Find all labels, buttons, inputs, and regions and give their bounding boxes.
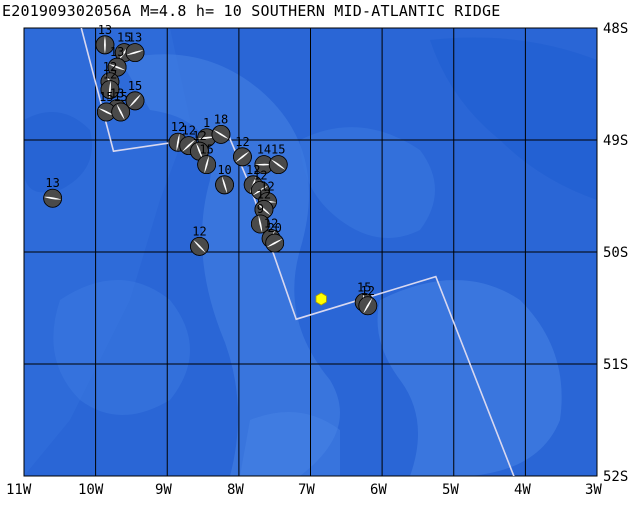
lon-label-6w: 6W [370, 482, 387, 498]
mechanism-depth-label: 13 [98, 23, 112, 37]
focal-mechanism-beachball[interactable]: 20 [263, 221, 287, 255]
lon-label-3w: 3W [585, 482, 602, 498]
focal-mechanism-beachball[interactable]: 12 [187, 224, 212, 259]
focal-mechanism-beachball[interactable]: 13 [42, 176, 63, 208]
mechanism-depth-label: 12 [264, 217, 278, 231]
mechanism-depth-label: 13 [128, 31, 142, 45]
mechanism-depth-label: 12 [253, 168, 267, 182]
focal-mechanism-beachball[interactable]: 10 [213, 163, 235, 196]
mechanism-depth-label: 12 [192, 129, 206, 143]
focal-mechanism-beachball[interactable]: 15 [122, 79, 147, 114]
lat-label-50s: 50S [603, 245, 629, 261]
mechanism-depth-label: 14 [257, 143, 271, 157]
mechanism-depth-label: 15 [271, 143, 285, 157]
lon-label-10w: 10W [78, 482, 104, 498]
mechanism-depth-label: 12 [103, 68, 117, 82]
focal-mechanism-beachball[interactable]: 13 [124, 31, 146, 64]
lat-label-49s: 49S [603, 133, 629, 149]
mechanism-depth-label: 12 [257, 187, 271, 201]
lon-label-4w: 4W [514, 482, 531, 498]
lon-label-7w: 7W [298, 482, 315, 498]
focal-mechanism-beachball[interactable]: 12 [251, 187, 276, 222]
focal-mechanism-beachball[interactable]: 15 [266, 143, 291, 178]
mechanism-depth-label: 13 [45, 176, 59, 190]
mechanism-depth-label: 12 [171, 120, 185, 134]
mechanism-depth-label: 1 [203, 116, 210, 130]
focal-mechanism-beachball[interactable]: 15 [109, 90, 133, 124]
mechanism-depth-label: 12 [260, 180, 274, 194]
mechanism-depth-label: 15 [113, 90, 127, 104]
focal-mechanism-beachball[interactable]: 12 [230, 135, 255, 170]
focal-mechanism-beachball[interactable]: 18 [209, 112, 234, 146]
mechanism-depth-label: 13 [110, 87, 124, 101]
focal-mechanism-beachball[interactable]: 15 [196, 143, 218, 176]
mechanism-depth-label: 15 [357, 280, 371, 294]
event-epicenter-marker[interactable] [315, 292, 327, 306]
focal-mechanism-beachball[interactable]: 12 [100, 68, 120, 100]
lon-label-5w: 5W [442, 482, 459, 498]
lon-label-9w: 9W [155, 482, 172, 498]
map-title: E201909302056A M=4.8 h= 10 SOUTHERN MID-… [2, 2, 501, 20]
focal-mechanism-beachball[interactable]: 9 [250, 202, 271, 235]
mechanism-depth-label: 13 [110, 45, 124, 59]
lat-label-51s: 51S [603, 357, 629, 373]
focal-mechanism-beachball[interactable]: 13 [95, 23, 115, 55]
lon-label-11w: 11W [6, 482, 32, 498]
mechanism-depth-label: 15 [99, 90, 113, 104]
mechanism-depth-label: 12 [361, 284, 375, 298]
focal-mechanism-beachball[interactable]: 12 [248, 168, 273, 202]
mechanism-depth-label: 15 [117, 31, 131, 45]
focal-mechanism-beachball[interactable]: 12 [356, 284, 381, 318]
focal-mechanism-beachball[interactable]: 15 [94, 90, 118, 124]
mechanism-depth-label: 12 [246, 163, 260, 177]
mechanism-depth-label: 20 [267, 221, 281, 235]
lat-lon-grid [23, 27, 598, 477]
mechanism-depth-label: 12 [192, 224, 206, 238]
focal-mechanism-beachball[interactable]: 12 [176, 124, 201, 159]
mechanism-depth-label: 15 [199, 143, 213, 157]
mechanism-depth-label: 15 [128, 79, 142, 93]
focal-mechanism-beachball[interactable]: 14 [254, 143, 274, 175]
mechanism-depth-label: 12 [235, 135, 249, 149]
lat-label-52s: 52S [603, 469, 629, 485]
mechanism-depth-label: 9 [257, 202, 264, 216]
lon-label-8w: 8W [227, 482, 244, 498]
mechanism-depth-label: 12 [182, 124, 196, 138]
mechanism-depth-label: 10 [217, 163, 231, 177]
mechanism-depth-label: 12 [103, 60, 117, 74]
lat-label-48s: 48S [603, 21, 629, 37]
mechanism-depth-label: 18 [214, 112, 228, 126]
